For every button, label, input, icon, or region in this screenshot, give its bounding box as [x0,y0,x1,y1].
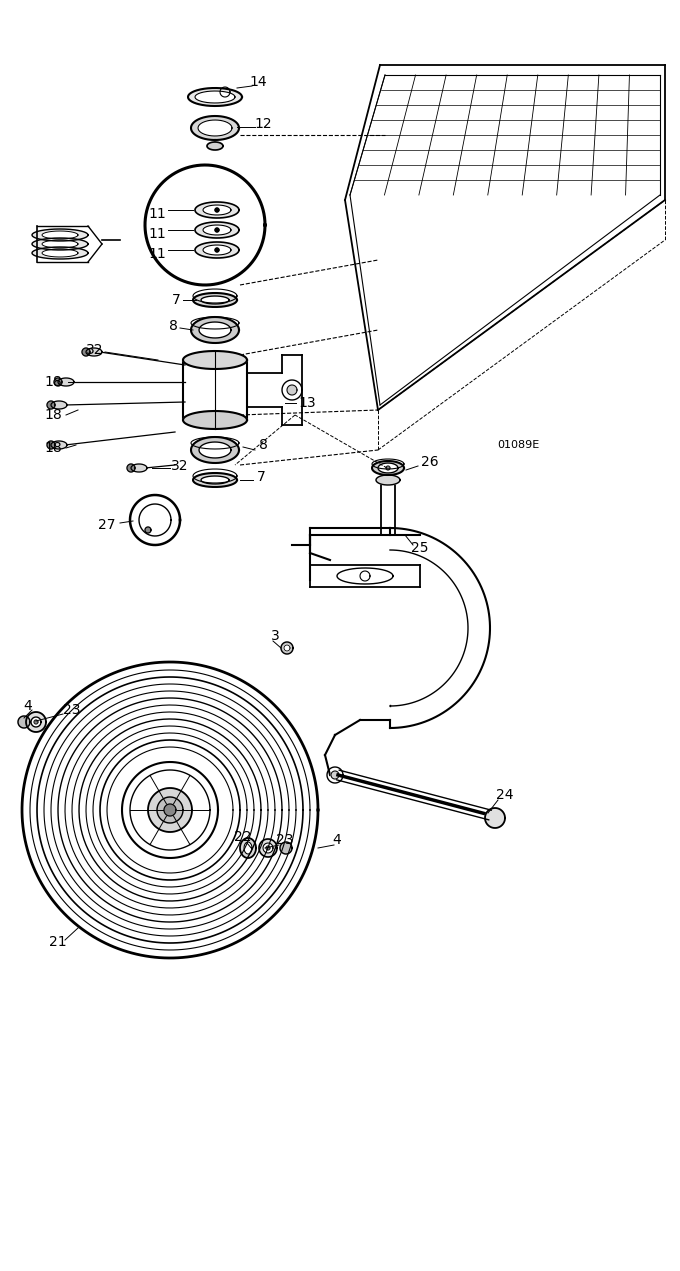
Polygon shape [82,348,90,356]
Text: 23: 23 [63,703,81,717]
Polygon shape [42,231,78,239]
Polygon shape [164,805,176,816]
Text: 24: 24 [496,788,514,802]
Polygon shape [26,712,46,732]
Text: 25: 25 [411,541,429,555]
Polygon shape [331,771,339,779]
Text: 26: 26 [421,455,439,469]
Polygon shape [203,225,231,235]
Polygon shape [54,377,62,386]
Polygon shape [215,228,219,233]
Text: 11: 11 [148,228,166,241]
Polygon shape [203,245,231,255]
Text: 13: 13 [299,397,316,411]
Polygon shape [372,461,404,475]
Text: 32: 32 [86,343,104,357]
Text: 4: 4 [333,833,341,846]
Polygon shape [263,843,273,853]
Polygon shape [266,846,270,850]
Text: 7: 7 [171,294,180,308]
Polygon shape [215,248,219,252]
Polygon shape [193,473,237,487]
Text: 8: 8 [169,319,177,333]
Polygon shape [287,385,297,395]
Text: 27: 27 [98,519,116,533]
Polygon shape [18,716,30,728]
Polygon shape [199,322,231,338]
Polygon shape [188,88,242,105]
Polygon shape [51,400,67,409]
Text: 7: 7 [256,470,265,484]
Polygon shape [195,202,239,219]
Polygon shape [148,788,192,833]
Polygon shape [215,208,219,212]
Text: 18: 18 [44,375,62,389]
Polygon shape [191,116,239,140]
Polygon shape [183,351,247,369]
Polygon shape [378,463,398,473]
Text: 32: 32 [171,459,189,473]
Polygon shape [199,442,231,458]
Polygon shape [201,296,229,304]
Polygon shape [376,475,400,486]
Text: 21: 21 [49,935,67,949]
Polygon shape [244,841,252,854]
Text: 23: 23 [276,833,294,846]
Text: 18: 18 [44,441,62,455]
Text: 12: 12 [254,117,272,131]
Text: 01089E: 01089E [497,440,539,450]
Polygon shape [183,411,247,430]
Polygon shape [157,797,183,824]
Text: 4: 4 [24,699,33,713]
Text: 14: 14 [249,75,267,89]
Text: 18: 18 [44,408,62,422]
Polygon shape [203,205,231,215]
Polygon shape [191,316,239,343]
Polygon shape [195,92,235,103]
Polygon shape [32,238,88,250]
Polygon shape [259,839,277,857]
Polygon shape [86,348,102,356]
Polygon shape [32,247,88,259]
Polygon shape [42,240,78,248]
Polygon shape [195,222,239,238]
Polygon shape [127,464,135,472]
Polygon shape [280,841,292,854]
Polygon shape [195,241,239,258]
Polygon shape [34,719,38,724]
Polygon shape [201,477,229,484]
Text: 3: 3 [271,629,279,643]
Polygon shape [47,441,55,449]
Polygon shape [198,119,232,136]
Text: 11: 11 [148,247,166,261]
Polygon shape [47,400,55,409]
Polygon shape [386,466,390,470]
Polygon shape [31,717,41,727]
Polygon shape [281,642,293,655]
Polygon shape [207,142,223,150]
Text: 11: 11 [148,207,166,221]
Polygon shape [42,249,78,257]
Polygon shape [193,294,237,308]
Polygon shape [131,464,147,472]
Text: 8: 8 [258,438,267,452]
Polygon shape [58,377,74,386]
Polygon shape [51,441,67,449]
Polygon shape [32,229,88,241]
Polygon shape [284,644,290,651]
Polygon shape [240,838,256,858]
Polygon shape [485,808,505,827]
Polygon shape [191,437,239,463]
Text: 22: 22 [234,830,252,844]
Polygon shape [145,527,151,533]
